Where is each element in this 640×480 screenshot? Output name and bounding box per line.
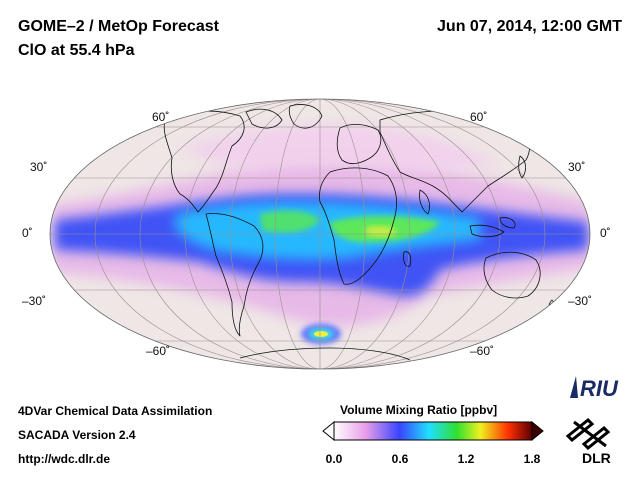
riu-logo-mark (570, 376, 578, 398)
footer-url[interactable]: http://wdc.dlr.de (18, 452, 110, 466)
world-map (49, 98, 591, 370)
lat-label-0-left: 0˚ (22, 226, 33, 240)
riu-logo-text: RIU (580, 376, 619, 401)
lat-label-60s-left: –60˚ (146, 344, 171, 358)
coast-australia (483, 251, 541, 299)
colorbar (322, 420, 544, 442)
coast-africa (319, 167, 397, 285)
footer-version: SACADA Version 2.4 (18, 428, 136, 442)
riu-logo: RIU (570, 376, 619, 401)
lat-label-0-right: 0˚ (600, 226, 611, 240)
colorbar-title: Volume Mixing Ratio [ppbv] (340, 403, 498, 417)
dlr-logo-mark (565, 417, 611, 451)
colorbar-tick-1: 0.6 (391, 452, 409, 466)
footer-description: 4DVar Chemical Data Assimilation (18, 404, 213, 418)
colorbar-tick-0: 0.0 (325, 452, 343, 466)
map-border (49, 98, 591, 370)
colorbar-under-arrow (322, 420, 335, 442)
coast-europe (336, 124, 382, 164)
colorbar-tick-2: 1.2 (457, 452, 475, 466)
dlr-logo-text: DLR (582, 450, 611, 466)
graticule (50, 99, 590, 369)
lat-label-30n-right: 30˚ (568, 160, 586, 174)
coast-south-america (205, 213, 264, 337)
species-subtitle: ClO at 55.4 hPa (18, 42, 135, 59)
lat-label-60s-right: –60˚ (470, 344, 495, 358)
colorbar-tick-3: 1.8 (523, 452, 541, 466)
pink-upper (180, 124, 500, 172)
lat-label-60n-left: 60˚ (152, 110, 170, 124)
lat-label-30n-left: 30˚ (30, 160, 48, 174)
colorbar-gradient (333, 421, 533, 441)
coast-north-america (163, 110, 245, 213)
colorbar-over-arrow (531, 420, 544, 442)
lat-label-30s-left: –30˚ (22, 294, 47, 308)
cyan-core (175, 201, 480, 260)
forecast-datetime: Jun 07, 2014, 12:00 GMT (437, 18, 622, 35)
lat-label-60n-right: 60˚ (470, 110, 488, 124)
dlr-logo: DLR (565, 417, 611, 466)
coast-antarctica (239, 347, 411, 361)
lat-label-30s-right: –30˚ (568, 294, 593, 308)
page-title: GOME–2 / MetOp Forecast (18, 18, 219, 35)
